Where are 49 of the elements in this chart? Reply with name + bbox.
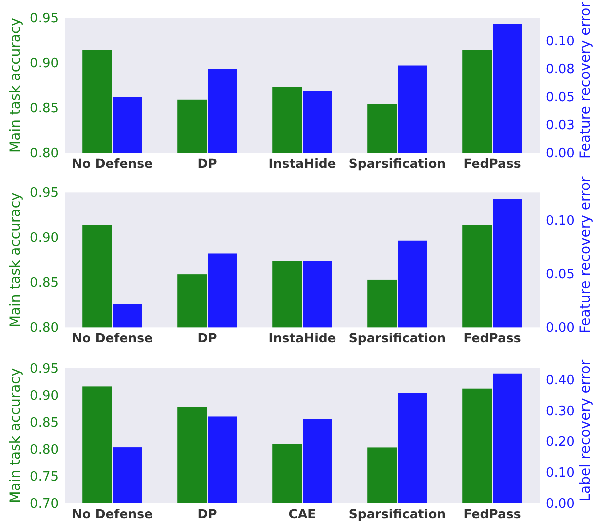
y-tick-label: 0.85	[30, 276, 59, 292]
x-tick-label: FedPass	[464, 156, 522, 171]
y2-tick-label: 0.10	[546, 466, 575, 482]
y-tick-label: 0.80	[30, 321, 59, 336]
y-tick-label: 0.90	[30, 56, 59, 72]
y2-tick-label: 0.30	[546, 404, 575, 420]
x-tick-label: No Defense	[72, 156, 153, 171]
y2-axis-title: Label recovery error	[578, 360, 594, 502]
y-tick-label: 0.70	[30, 496, 59, 512]
x-tick-label: DP	[198, 156, 218, 171]
y-tick-label: 0.90	[30, 231, 59, 246]
y2-tick-label: 0.00	[546, 321, 575, 336]
y-axis-title: Main task accuracy	[8, 18, 24, 153]
y-tick-label: 0.80	[30, 146, 59, 162]
x-tick-label: Sparsification	[348, 330, 446, 346]
y2-axis-title: Feature recovery error	[578, 176, 594, 334]
x-tick-label: InstaHide	[268, 156, 336, 171]
y-axis-title: Main task accuracy	[8, 368, 24, 504]
x-tick-label: DP	[198, 506, 218, 522]
x-tick-label: InstaHide	[268, 330, 336, 346]
y-tick-label: 0.75	[30, 470, 59, 485]
y2-tick-label: 0.10	[546, 214, 575, 230]
y-tick-label: 0.90	[30, 388, 59, 404]
y-tick-label: 0.95	[30, 362, 59, 377]
bar	[113, 304, 142, 328]
y2-tick-label: 0.05	[546, 268, 575, 283]
x-tick-label: Sparsification	[348, 506, 446, 522]
x-tick-label: FedPass	[464, 330, 522, 346]
x-tick-label: DP	[198, 330, 218, 346]
y-tick-label: 0.95	[30, 186, 59, 202]
x-tick-label: Sparsification	[348, 156, 446, 171]
y2-tick-label: 0.05	[546, 90, 575, 106]
y2-axis-title: Feature recovery error	[578, 2, 594, 159]
y2-tick-label: 0.00	[546, 496, 575, 512]
y-tick-label: 0.85	[30, 416, 59, 431]
x-tick-label: No Defense	[72, 330, 153, 346]
y2-tick-label: 0.10	[546, 34, 575, 50]
y-axis-title: Main task accuracy	[8, 192, 24, 328]
y2-tick-label: 0.03	[546, 118, 575, 134]
y2-tick-label: 0.20	[546, 435, 575, 450]
y-tick-label: 0.95	[30, 12, 59, 27]
y2-tick-label: 0.40	[546, 374, 575, 389]
x-tick-label: FedPass	[464, 506, 522, 522]
y2-tick-label: 0.08	[546, 62, 575, 78]
y-tick-label: 0.80	[30, 442, 59, 458]
y2-tick-label: 0.00	[546, 146, 575, 162]
x-tick-label: CAE	[288, 506, 316, 522]
y-tick-label: 0.85	[30, 102, 59, 117]
x-tick-label: No Defense	[72, 506, 153, 522]
